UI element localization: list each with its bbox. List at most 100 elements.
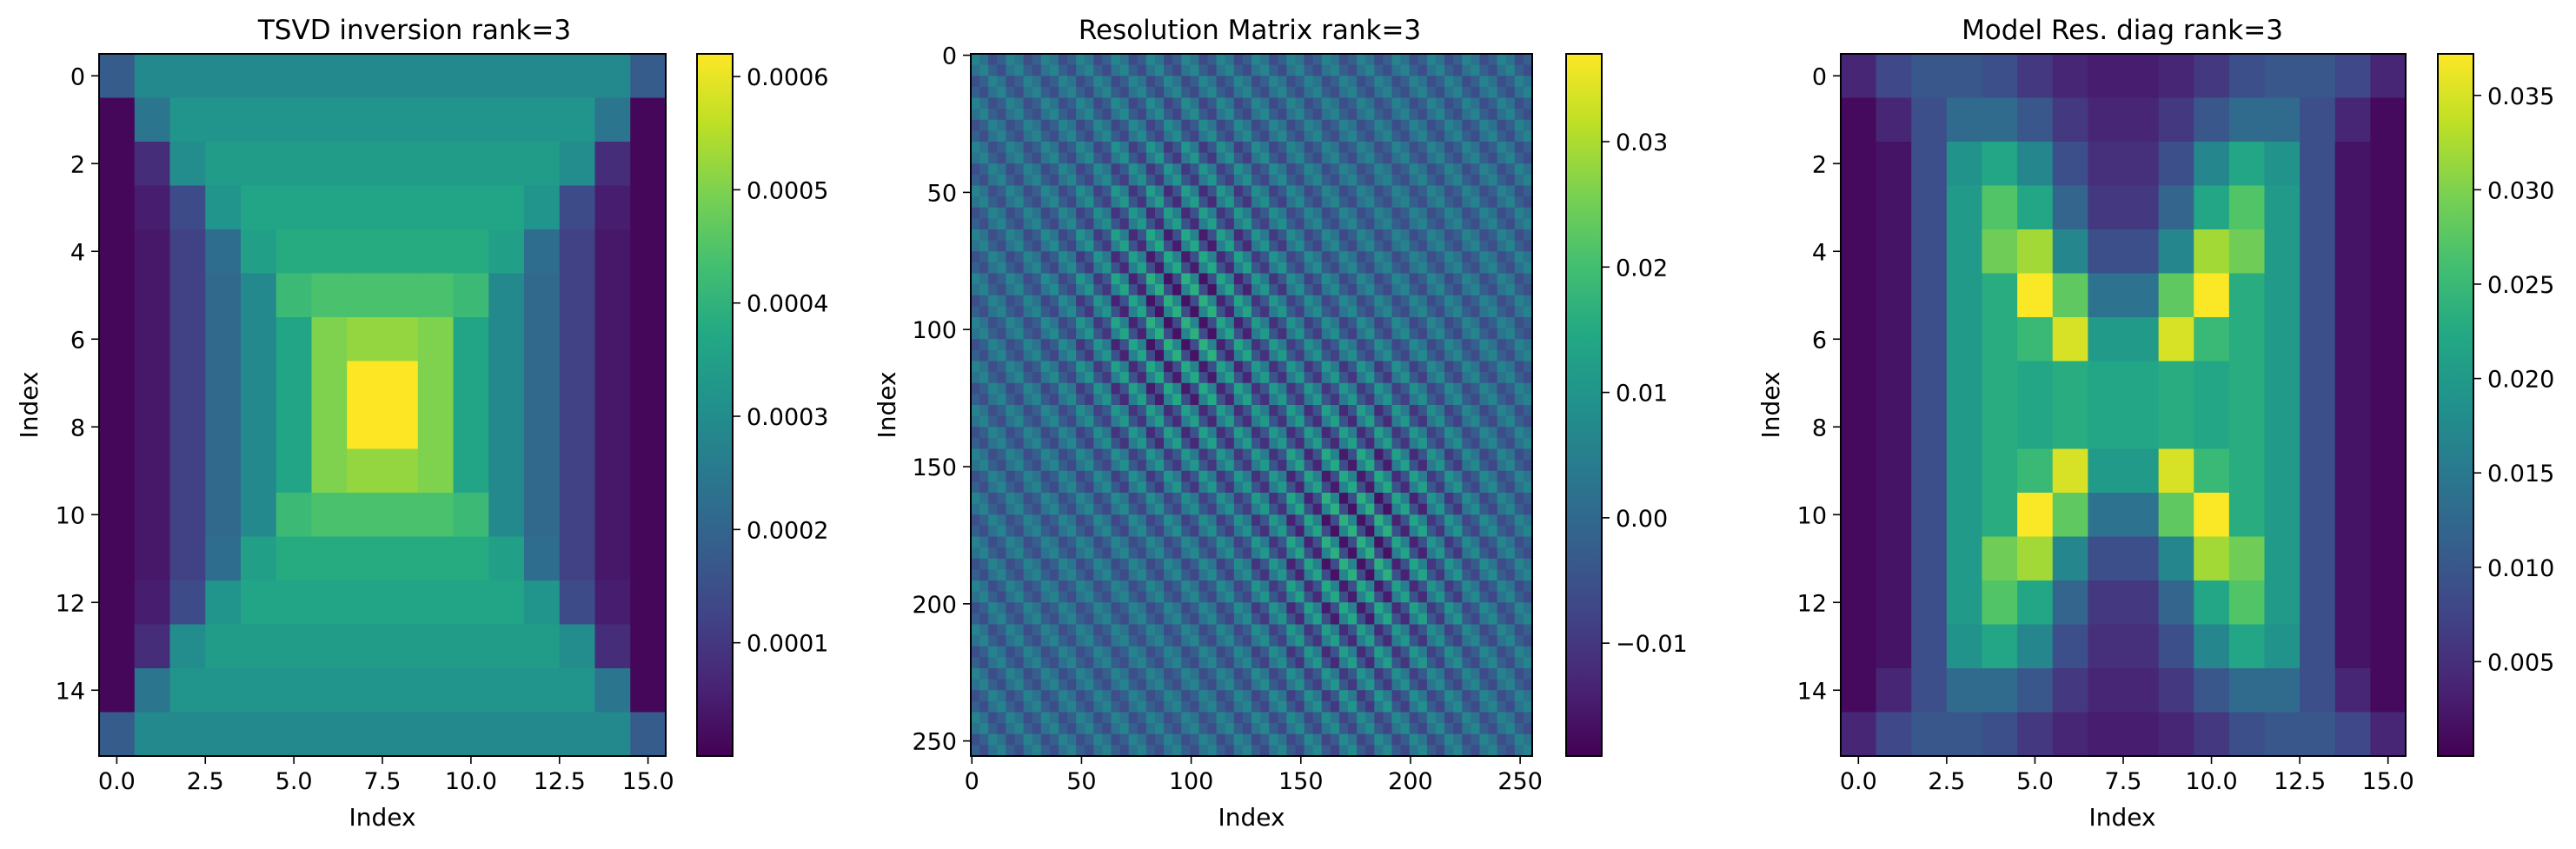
heatmap-cell xyxy=(1365,306,1375,318)
heatmap-cell xyxy=(1111,448,1121,461)
heatmap-cell xyxy=(1505,437,1516,450)
heatmap-cell xyxy=(1181,109,1191,121)
heatmap-cell xyxy=(1093,185,1103,197)
heatmap-cell xyxy=(1374,646,1384,658)
heatmap-cell xyxy=(1111,361,1121,373)
heatmap-cell xyxy=(134,142,171,187)
heatmap-cell xyxy=(979,668,989,680)
heatmap-cell xyxy=(1295,372,1305,384)
heatmap-cell xyxy=(1145,437,1156,450)
heatmap-cell xyxy=(1330,602,1340,614)
heatmap-cell xyxy=(1295,448,1305,461)
heatmap-cell xyxy=(2334,317,2371,362)
heatmap-cell xyxy=(1523,613,1533,626)
heatmap-cell xyxy=(1006,712,1016,724)
heatmap-cell xyxy=(1154,372,1165,384)
heatmap-cell xyxy=(1198,295,1209,307)
heatmap-cell xyxy=(1006,229,1016,242)
heatmap-cell xyxy=(1435,54,1445,66)
heatmap-cell xyxy=(1400,635,1411,647)
heatmap-cell xyxy=(1374,437,1384,450)
heatmap-cell xyxy=(1374,536,1384,548)
heatmap-cell xyxy=(1145,295,1156,307)
heatmap-cell xyxy=(1453,700,1463,713)
heatmap-cell xyxy=(1374,185,1384,197)
heatmap-cell xyxy=(1982,624,2018,669)
heatmap-cell xyxy=(1085,64,1094,76)
heatmap-cell xyxy=(559,185,596,230)
heatmap-cell xyxy=(1383,558,1393,570)
heatmap-cell xyxy=(1453,152,1463,164)
heatmap-cell xyxy=(1137,142,1147,154)
heatmap-cell xyxy=(1119,427,1130,439)
heatmap-cell xyxy=(1014,602,1025,614)
heatmap-cell xyxy=(488,536,525,581)
heatmap-cell xyxy=(1207,437,1218,450)
heatmap-cell xyxy=(1260,470,1270,482)
heatmap-cell xyxy=(1006,405,1016,417)
heatmap-cell xyxy=(1357,668,1366,680)
heatmap-cell xyxy=(1207,317,1218,329)
heatmap-cell xyxy=(1023,569,1033,581)
heatmap-cell xyxy=(594,448,631,494)
heatmap-cell xyxy=(1067,679,1077,691)
heatmap-cell xyxy=(1049,547,1059,560)
heatmap-cell xyxy=(1023,109,1033,121)
heatmap-cell xyxy=(1488,679,1498,691)
heatmap-cell xyxy=(1488,624,1498,636)
heatmap-cell xyxy=(1058,86,1068,99)
heatmap-cell xyxy=(988,54,998,66)
heatmap-cell xyxy=(1348,317,1358,329)
heatmap-cell xyxy=(1242,503,1252,515)
heatmap-cell xyxy=(1172,569,1182,581)
heatmap-cell xyxy=(1479,690,1490,702)
heatmap-cell xyxy=(1067,64,1077,76)
heatmap-cell xyxy=(1154,427,1165,439)
heatmap-cell xyxy=(1409,64,1419,76)
heatmap-cell xyxy=(1172,733,1182,746)
heatmap-cell xyxy=(1286,394,1297,406)
heatmap-cell xyxy=(1338,295,1349,307)
heatmap-cell xyxy=(979,624,989,636)
heatmap-cell xyxy=(1471,591,1481,603)
heatmap-cell xyxy=(1357,54,1366,66)
heatmap-cell xyxy=(1023,547,1033,560)
heatmap-cell xyxy=(453,229,489,275)
heatmap-cell xyxy=(594,229,631,275)
heatmap-cell xyxy=(1841,624,1877,669)
heatmap-cell xyxy=(524,97,561,143)
heatmap-cell xyxy=(1049,470,1059,482)
heatmap-cell xyxy=(1479,251,1490,263)
heatmap-cell xyxy=(1321,690,1331,702)
heatmap-cell xyxy=(1058,174,1068,187)
heatmap-cell xyxy=(1190,547,1200,560)
heatmap-cell xyxy=(1242,284,1252,296)
heatmap-cell xyxy=(1040,251,1051,263)
heatmap-cell xyxy=(971,382,980,395)
heatmap-cell xyxy=(1111,613,1121,626)
heatmap-cell xyxy=(1014,152,1025,164)
heatmap-cell xyxy=(1049,130,1059,143)
heatmap-cell xyxy=(2334,361,2371,406)
x-tick-label: 5.0 xyxy=(276,768,313,795)
heatmap-cell xyxy=(1242,152,1252,164)
heatmap-cell xyxy=(1338,284,1349,296)
heatmap-cell xyxy=(205,361,242,406)
heatmap-cell xyxy=(1374,690,1384,702)
heatmap-cell xyxy=(997,547,1006,560)
heatmap-cell xyxy=(1321,97,1331,109)
heatmap-cell xyxy=(1040,273,1051,285)
heatmap-cell xyxy=(2370,229,2407,275)
heatmap-cell xyxy=(1111,240,1121,252)
y-tick-label: 0 xyxy=(70,63,85,90)
heatmap-cell xyxy=(1330,470,1340,482)
heatmap-cell xyxy=(1278,207,1287,219)
heatmap-cell xyxy=(1198,349,1209,362)
heatmap-cell xyxy=(1014,339,1025,351)
heatmap-cell xyxy=(1435,657,1445,669)
heatmap-cell xyxy=(1040,163,1051,176)
x-tick-label: 15.0 xyxy=(622,768,674,795)
heatmap-cell xyxy=(1216,679,1226,691)
heatmap-cell xyxy=(1383,679,1393,691)
heatmap-cell xyxy=(1321,580,1331,593)
